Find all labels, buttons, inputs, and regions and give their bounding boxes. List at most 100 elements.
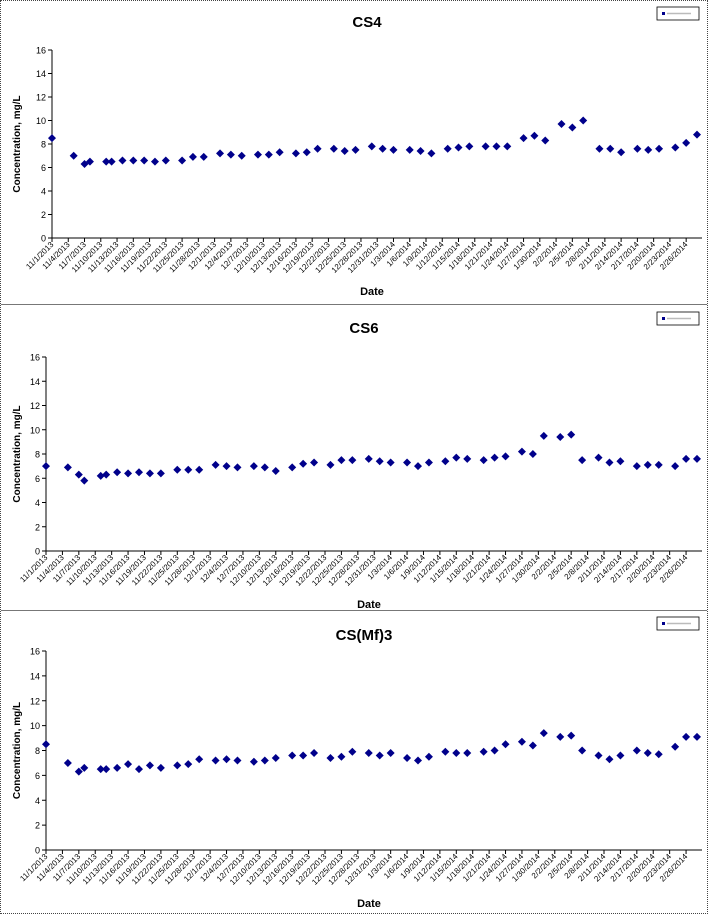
data-point bbox=[693, 732, 701, 741]
data-point bbox=[326, 753, 335, 762]
chart-title: CS6 bbox=[349, 320, 378, 337]
data-point bbox=[253, 150, 262, 159]
chart-cs6: CS6024681012141611/1/201311/4/201311/7/2… bbox=[12, 311, 702, 608]
data-point bbox=[329, 144, 338, 153]
data-point bbox=[63, 758, 72, 767]
data-point bbox=[42, 462, 50, 471]
data-point bbox=[150, 157, 159, 166]
data-point bbox=[364, 454, 373, 463]
chart-title: CS(Mf)3 bbox=[336, 627, 393, 644]
y-tick-label: 16 bbox=[36, 46, 46, 56]
data-point bbox=[211, 756, 220, 765]
data-point bbox=[479, 747, 488, 756]
data-point bbox=[375, 751, 384, 760]
data-point bbox=[299, 751, 308, 760]
y-tick-label: 8 bbox=[35, 450, 40, 460]
data-point bbox=[414, 462, 422, 471]
y-tick-label: 14 bbox=[36, 69, 46, 79]
data-point bbox=[530, 131, 539, 140]
data-point bbox=[264, 150, 273, 159]
data-point bbox=[682, 138, 691, 147]
data-point bbox=[595, 144, 604, 153]
chart-panel-cs6: CS6 0 2 4 6 8 10 12 14 16 11/1/2013 11/4/2013 11/7/2… bbox=[1, 306, 707, 608]
data-point bbox=[386, 748, 395, 757]
data-point bbox=[492, 142, 501, 151]
data-point bbox=[102, 765, 111, 774]
data-point bbox=[389, 145, 398, 154]
data-point bbox=[528, 450, 537, 458]
data-point bbox=[310, 458, 319, 467]
data-point bbox=[42, 740, 50, 749]
data-point bbox=[107, 157, 116, 166]
data-point bbox=[80, 476, 89, 485]
data-point bbox=[140, 156, 149, 165]
data-point bbox=[616, 751, 625, 760]
data-point bbox=[275, 148, 284, 157]
data-point bbox=[633, 144, 642, 153]
data-point bbox=[654, 750, 663, 759]
data-point bbox=[501, 740, 510, 749]
data-point bbox=[326, 460, 335, 469]
y-tick-label: 16 bbox=[30, 353, 40, 363]
data-point bbox=[233, 463, 242, 472]
data-point bbox=[654, 460, 663, 469]
data-point bbox=[199, 152, 208, 161]
data-point bbox=[578, 456, 587, 465]
data-point bbox=[288, 751, 297, 760]
data-point bbox=[364, 748, 373, 757]
chart-panel-cs4: CS4 0 2 4 6 8 10 12 14 16 11/1/2013 11/4/2013 11/7/2… bbox=[1, 1, 707, 303]
data-point bbox=[528, 741, 537, 750]
data-point bbox=[454, 143, 463, 152]
data-point bbox=[386, 458, 395, 467]
data-point bbox=[671, 143, 680, 152]
data-point bbox=[682, 454, 691, 463]
data-point bbox=[465, 142, 474, 151]
y-tick-label: 0 bbox=[35, 846, 40, 856]
data-point bbox=[539, 729, 548, 738]
y-tick-label: 10 bbox=[30, 425, 40, 435]
legend-marker bbox=[662, 12, 665, 15]
data-point bbox=[463, 454, 472, 463]
data-point bbox=[222, 755, 231, 764]
data-point bbox=[233, 756, 242, 765]
data-point bbox=[351, 145, 360, 154]
y-axis-label: Concentration, mg/L bbox=[12, 405, 23, 502]
data-point bbox=[606, 144, 615, 153]
data-point bbox=[135, 765, 143, 774]
chart-cs4: CS4024681012141611/1/201311/4/201311/7/2… bbox=[12, 6, 702, 298]
panel-divider bbox=[1, 304, 707, 305]
data-point bbox=[568, 123, 577, 132]
data-point bbox=[644, 145, 653, 154]
data-point bbox=[74, 470, 83, 479]
data-point bbox=[367, 142, 376, 151]
data-point bbox=[135, 468, 143, 477]
data-point bbox=[173, 465, 182, 474]
data-point bbox=[443, 144, 452, 153]
data-point bbox=[416, 147, 425, 156]
data-point bbox=[348, 456, 357, 465]
data-point bbox=[145, 469, 154, 478]
data-point bbox=[184, 760, 193, 769]
legend bbox=[656, 311, 700, 326]
data-point bbox=[605, 458, 614, 467]
data-point bbox=[452, 748, 461, 757]
data-point bbox=[539, 431, 548, 440]
y-tick-label: 6 bbox=[41, 163, 46, 173]
data-point bbox=[299, 459, 308, 468]
data-point bbox=[490, 746, 499, 755]
data-point bbox=[682, 732, 691, 741]
y-tick-label: 4 bbox=[35, 796, 40, 806]
data-point bbox=[313, 144, 322, 153]
data-point bbox=[594, 751, 603, 760]
data-point bbox=[145, 761, 154, 770]
chart-title: CS4 bbox=[352, 14, 382, 31]
data-point bbox=[517, 447, 526, 456]
y-tick-label: 8 bbox=[35, 746, 40, 756]
data-point bbox=[503, 142, 512, 151]
data-point bbox=[161, 156, 170, 165]
data-point bbox=[85, 157, 94, 166]
data-point bbox=[271, 466, 280, 475]
y-tick-label: 4 bbox=[35, 498, 40, 508]
data-point bbox=[567, 731, 576, 740]
panel-divider bbox=[1, 610, 707, 611]
